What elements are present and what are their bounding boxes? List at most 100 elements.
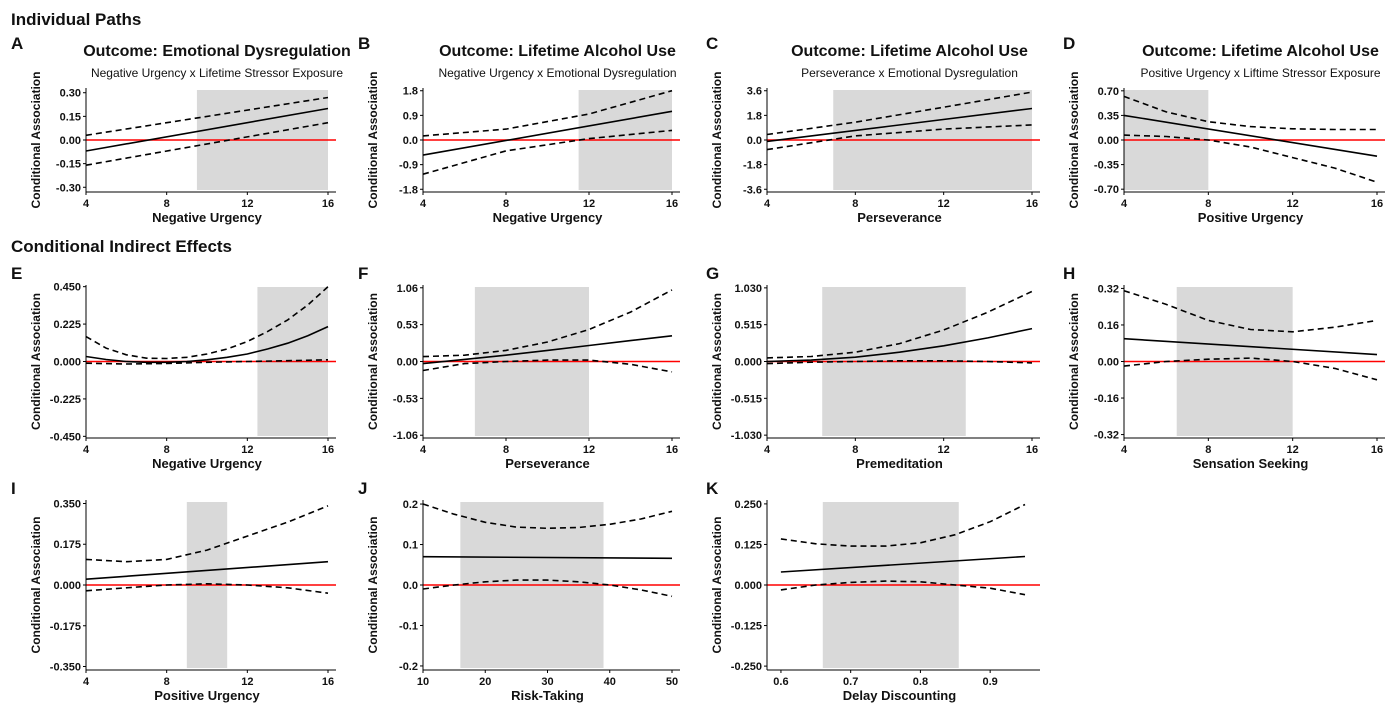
y-tick-label: 0.515 — [734, 320, 762, 332]
x-tick-label: 20 — [479, 676, 491, 688]
y-tick-label: 0.70 — [1098, 86, 1119, 98]
y-tick-label: 1.06 — [397, 283, 418, 295]
y-tick-label: 0.00 — [397, 357, 418, 369]
panel-f: F 1.06 0.53 0.00 -0.53 -1.064 8 12 16 Perseveranc… — [358, 264, 680, 471]
x-tick-label: 16 — [666, 198, 678, 210]
y-tick-label: 1.8 — [747, 110, 762, 122]
y-tick-label: -0.1 — [399, 620, 418, 632]
y-tick-label: 0.350 — [53, 498, 81, 510]
x-tick-label: 12 — [583, 444, 595, 456]
x-tick-label: 4 — [83, 198, 90, 210]
y-axis-label: Conditional Association — [29, 517, 43, 654]
confidence-band-line — [85, 286, 329, 360]
estimate-line — [85, 325, 329, 364]
confidence-band-line — [780, 580, 1026, 596]
y-tick-label: -0.32 — [1094, 430, 1119, 442]
x-tick-label: 4 — [764, 444, 771, 456]
panel-subtitle: Positive Urgency x Liftime Stressor Expo… — [1140, 66, 1380, 80]
x-tick-label: 12 — [1287, 444, 1299, 456]
x-tick-label: 0.6 — [773, 676, 788, 688]
y-tick-label: -0.450 — [50, 431, 81, 443]
x-tick-label: 4 — [1121, 198, 1128, 210]
y-tick-label: 0.000 — [734, 580, 762, 592]
y-tick-label: -1.06 — [393, 430, 418, 442]
y-tick-label: -3.6 — [743, 184, 762, 196]
x-tick-label: 4 — [420, 198, 427, 210]
x-tick-label: 16 — [1371, 198, 1383, 210]
panel-h: H 0.32 0.16 0.00 -0.16 -0.324 8 12 16 Sensation S… — [1063, 264, 1385, 471]
y-tick-label: 0.0 — [403, 135, 418, 147]
estimate-line — [85, 560, 329, 580]
x-axis-label: Perseverance — [505, 456, 590, 471]
x-tick-label: 0.7 — [843, 676, 858, 688]
panel-letter: D — [1063, 34, 1075, 53]
y-tick-label: 0.2 — [403, 499, 418, 511]
y-tick-label: 0.250 — [734, 499, 762, 511]
y-tick-label: 1.8 — [403, 86, 418, 98]
estimate-line — [422, 110, 673, 156]
confidence-band-line — [85, 582, 329, 594]
panel-letter: A — [11, 34, 23, 53]
y-tick-label: -1.8 — [399, 184, 418, 196]
x-tick-label: 30 — [541, 676, 553, 688]
y-axis-label: Conditional Association — [710, 293, 724, 430]
y-axis-label: Conditional Association — [710, 72, 724, 209]
x-tick-label: 4 — [1121, 444, 1128, 456]
x-tick-label: 4 — [83, 676, 90, 688]
confidence-band-line — [85, 96, 329, 137]
section-title-conditional-indirect-effects: Conditional Indirect Effects — [11, 237, 232, 256]
x-tick-label: 16 — [322, 444, 334, 456]
estimate-line — [780, 555, 1026, 573]
confidence-band-line — [422, 579, 673, 598]
x-tick-label: 12 — [583, 198, 595, 210]
y-axis-label: Conditional Association — [366, 517, 380, 654]
x-tick-label: 0.8 — [913, 676, 928, 688]
y-tick-label: -0.53 — [393, 393, 418, 405]
x-axis-label: Delay Discounting — [843, 688, 956, 703]
confidence-band-line — [766, 91, 1033, 136]
x-tick-label: 8 — [164, 198, 170, 210]
x-tick-label: 4 — [420, 444, 427, 456]
panel-letter: K — [706, 479, 719, 498]
x-tick-label: 12 — [241, 444, 253, 456]
x-tick-label: 16 — [1026, 198, 1038, 210]
x-tick-label: 8 — [852, 198, 858, 210]
confidence-band-line — [1123, 95, 1377, 131]
y-tick-label: 0.32 — [1098, 283, 1119, 295]
panel-letter: F — [358, 264, 368, 283]
y-tick-label: 0.450 — [53, 282, 81, 294]
panel-letter: E — [11, 264, 22, 283]
y-tick-label: -1.030 — [731, 430, 762, 442]
estimate-line — [1123, 114, 1378, 157]
y-axis-label: Conditional Association — [1067, 293, 1081, 430]
y-axis-label: Conditional Association — [366, 72, 380, 209]
estimate-line — [766, 107, 1033, 143]
confidence-band-line — [85, 505, 329, 563]
panel-subtitle: Perseverance x Emotional Dysregulation — [801, 66, 1018, 80]
y-tick-label: -0.9 — [399, 160, 418, 172]
y-tick-label: 0.00 — [1098, 357, 1119, 369]
section-title-individual-paths: Individual Paths — [11, 10, 141, 29]
y-tick-label: 0.1 — [403, 540, 418, 552]
x-tick-label: 16 — [322, 198, 334, 210]
y-tick-label: -0.15 — [56, 159, 81, 171]
y-tick-label: 0.175 — [53, 539, 81, 551]
x-tick-label: 4 — [83, 444, 90, 456]
y-tick-label: 0.9 — [403, 110, 418, 122]
y-axis-label: Conditional Association — [366, 293, 380, 430]
y-tick-label: 0.30 — [60, 88, 81, 100]
x-tick-label: 8 — [1205, 444, 1211, 456]
y-tick-label: -0.515 — [731, 393, 762, 405]
x-tick-label: 8 — [503, 444, 509, 456]
confidence-band-line — [85, 359, 329, 365]
panel-letter: C — [706, 34, 718, 53]
x-tick-label: 8 — [503, 198, 509, 210]
x-tick-label: 16 — [1026, 444, 1038, 456]
x-axis-label: Negative Urgency — [493, 210, 604, 225]
x-tick-label: 40 — [604, 676, 616, 688]
y-tick-label: 0.0 — [403, 580, 418, 592]
x-tick-label: 8 — [1205, 198, 1211, 210]
confidence-band-line — [766, 359, 1033, 365]
confidence-band-line — [422, 129, 673, 175]
